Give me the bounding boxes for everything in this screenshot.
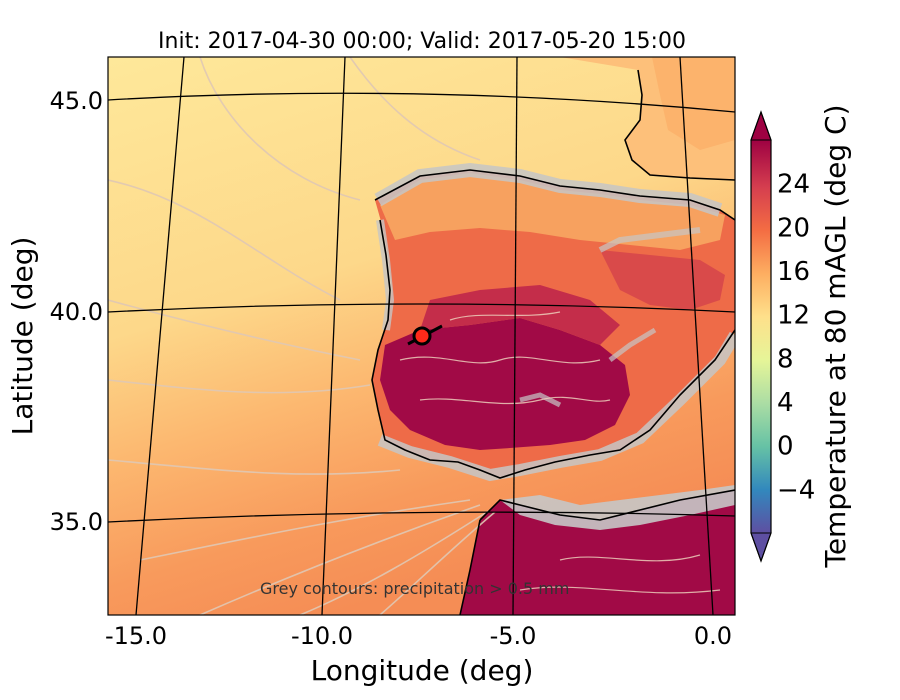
colorbar-tick-label: −4 (777, 475, 815, 505)
x-tick-label: 0.0 (694, 622, 732, 650)
site-marker (407, 324, 443, 346)
y-axis-label: Latitude (deg) (6, 237, 39, 436)
colorbar-ticks: −4 0 4 8 12 16 20 24 (777, 170, 815, 506)
x-tick-label: -5.0 (490, 622, 537, 650)
x-tick-label: -15.0 (105, 622, 167, 650)
colorbar: −4 0 4 8 12 16 20 24 Temperature at 80 mAGL (de… (750, 104, 852, 569)
colorbar-min-arrow (750, 532, 772, 563)
colorbar-tick-label: 8 (777, 344, 794, 374)
y-tick-labels: 45.0 40.0 35.0 (50, 87, 103, 536)
colorbar-scale (751, 140, 771, 533)
y-tick-label: 40.0 (50, 298, 103, 326)
colorbar-tick-label: 12 (777, 301, 810, 331)
map-panel: Grey contours: precipitation > 0.5 mm (108, 57, 735, 615)
map-frame (107, 56, 736, 616)
graticule (108, 57, 735, 615)
colorbar-tick-label: 16 (777, 257, 810, 287)
map-title: Init: 2017-04-30 00:00; Valid: 2017-05-2… (158, 29, 686, 54)
y-tick-label: 35.0 (50, 508, 103, 536)
x-tick-label: -10.0 (291, 622, 353, 650)
x-axis-label: Longitude (deg) (311, 654, 534, 687)
colorbar-tick-label: 24 (777, 170, 810, 200)
temperature-isolines (108, 57, 496, 615)
y-tick-label: 45.0 (50, 87, 103, 115)
colorbar-tick-label: 20 (777, 213, 810, 243)
hot-interior (380, 318, 630, 450)
colorbar-tick-label: 0 (777, 432, 794, 462)
colorbar-label: Temperature at 80 mAGL (deg C) (819, 104, 852, 568)
precip-note: Grey contours: precipitation > 0.5 mm (260, 579, 569, 598)
coastlines (371, 69, 735, 615)
north-africa-landmass (460, 490, 735, 615)
colorbar-max-arrow (750, 110, 772, 141)
x-tick-labels: -15.0 -10.0 -5.0 0.0 (105, 622, 732, 650)
colorbar-tick-label: 4 (777, 388, 794, 418)
